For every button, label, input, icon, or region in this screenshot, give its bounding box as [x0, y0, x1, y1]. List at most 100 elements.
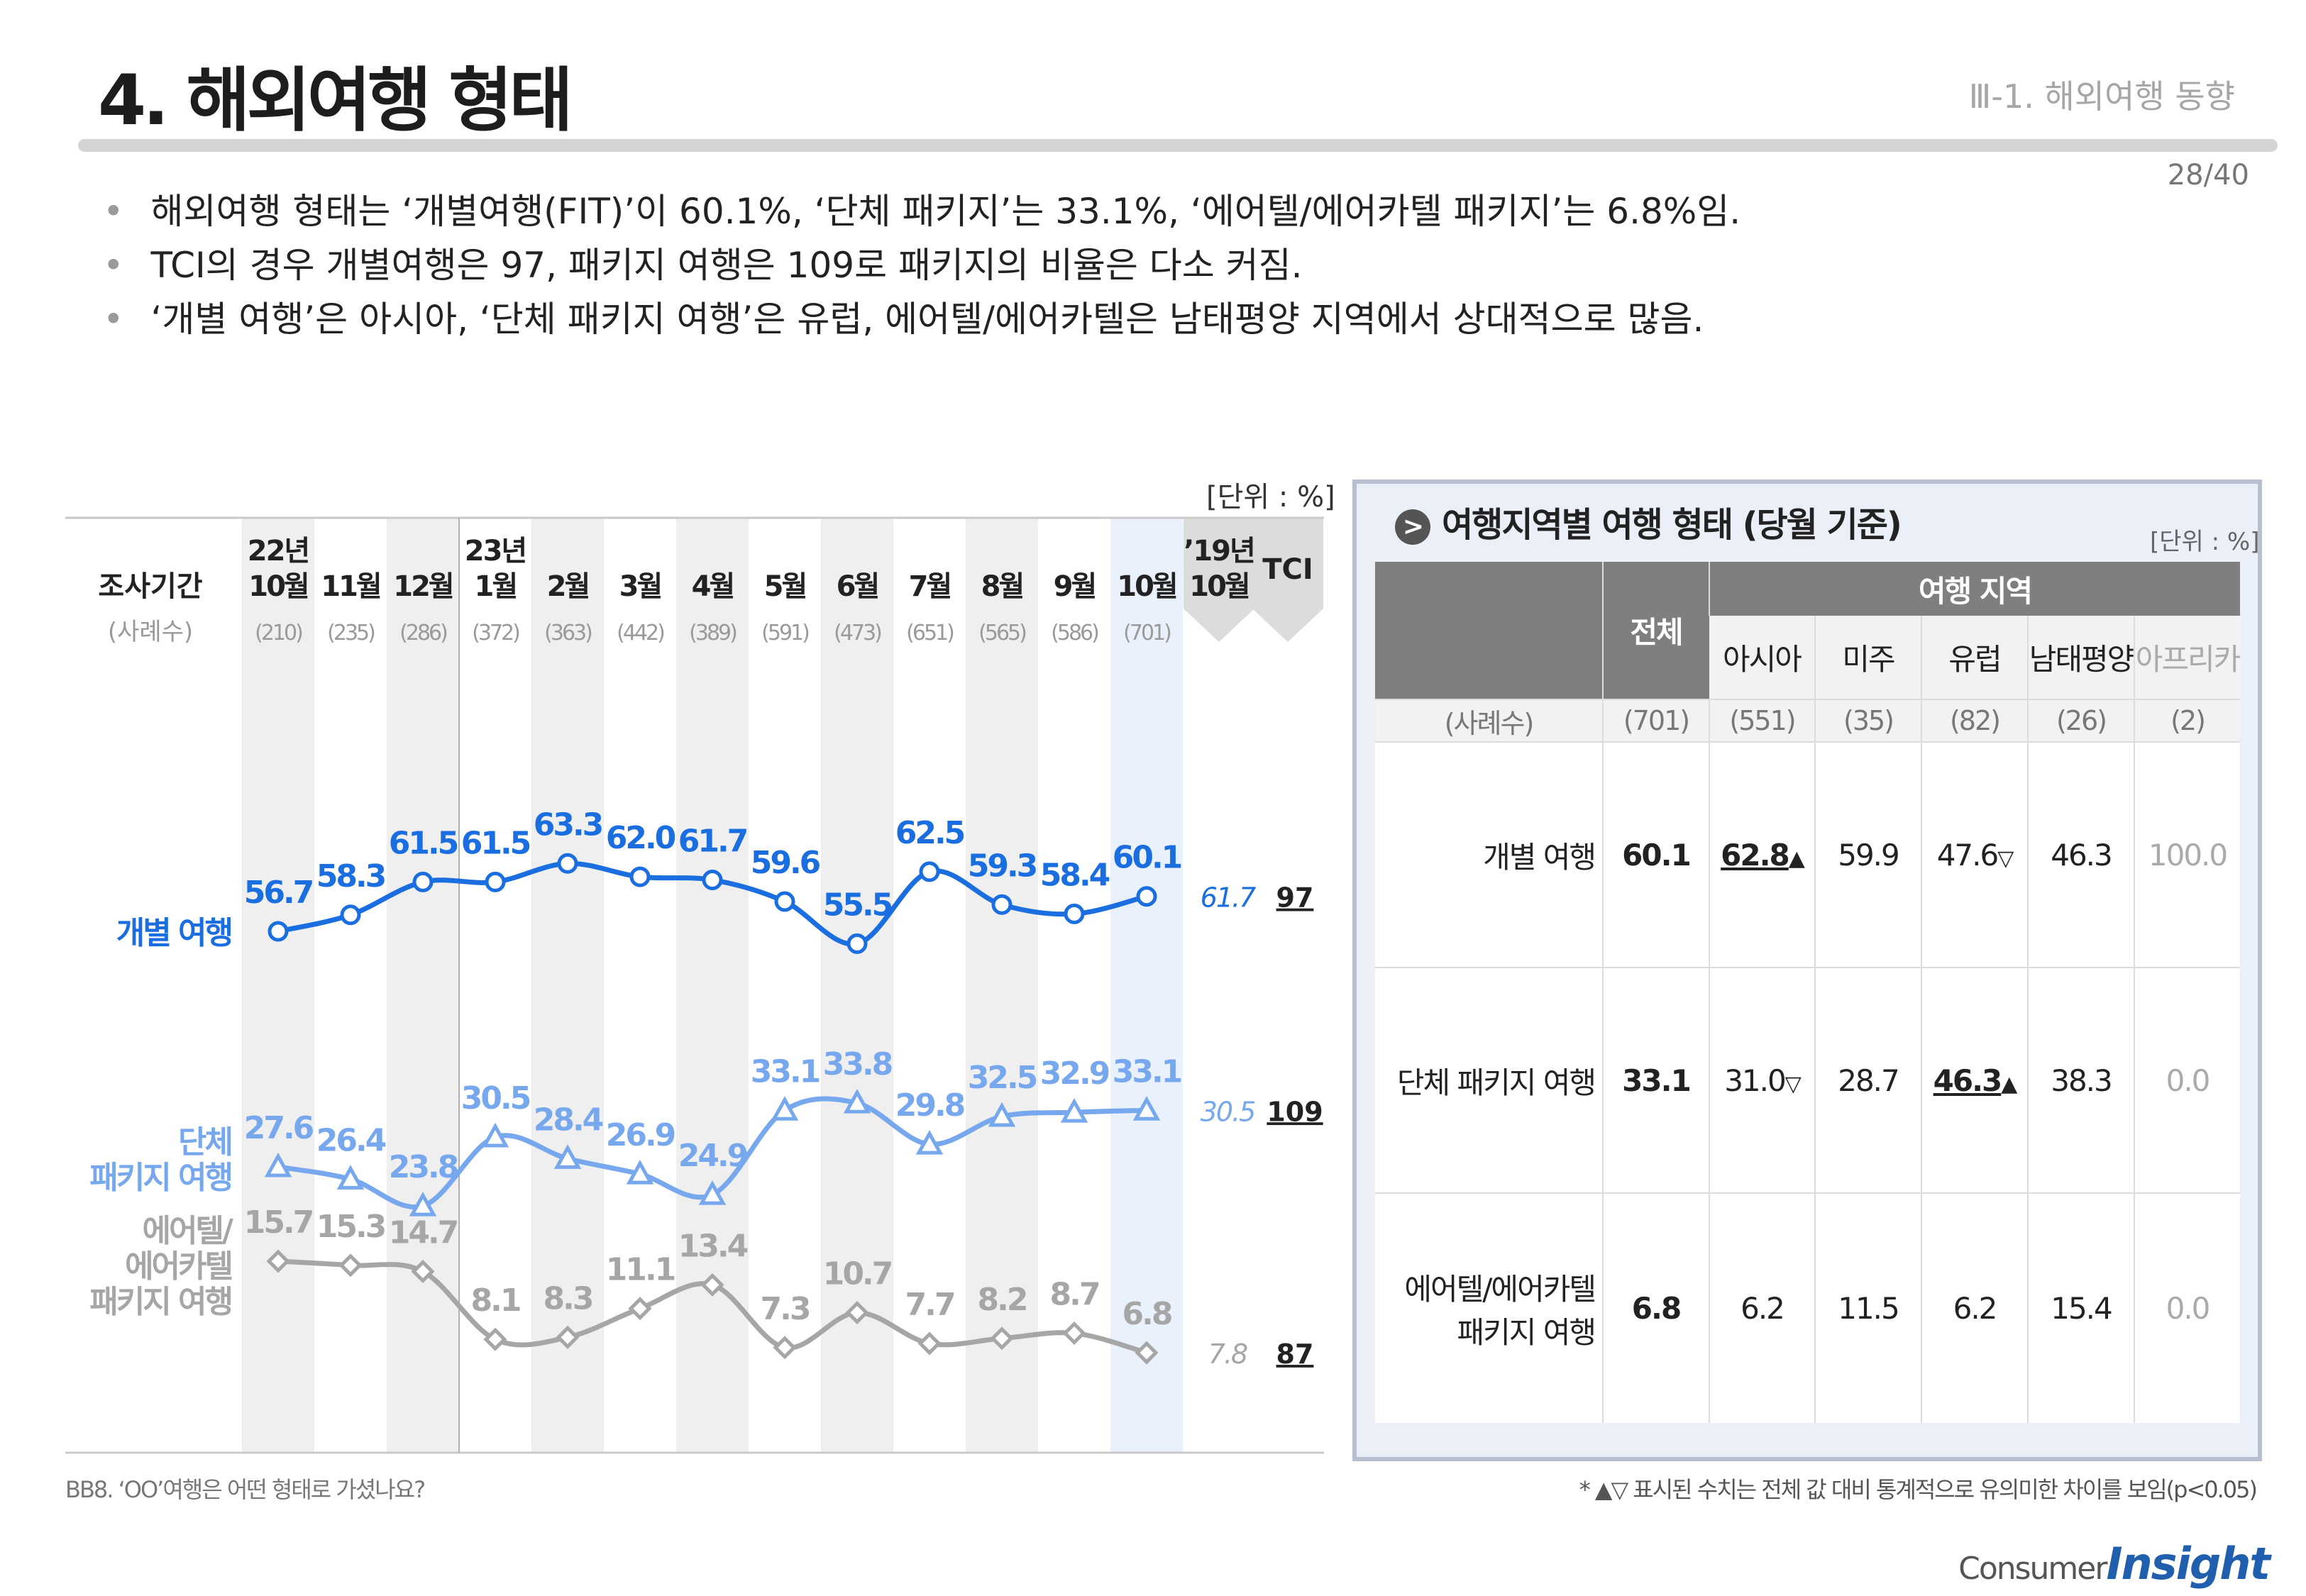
data-label: 7.7	[905, 1287, 954, 1323]
sample-count: (701)	[1123, 621, 1171, 645]
row-label-line: 단체 패키지 여행	[1396, 1065, 1596, 1100]
data-label: 23.8	[389, 1149, 458, 1185]
column-band	[966, 518, 1038, 1453]
data-label: 27.6	[244, 1110, 314, 1146]
bullet-2: • TCI의 경우 개별여행은 97, 패키지 여행은 109로 패키지의 비율은…	[103, 237, 1303, 288]
data-label: 7.3	[761, 1291, 810, 1327]
data-label: 59.6	[751, 845, 820, 881]
region-name: 아프리카	[2134, 616, 2241, 699]
data-point	[702, 870, 723, 890]
data-point	[485, 871, 506, 892]
month-label: 10월	[248, 570, 308, 603]
row-label: 에어텔/에어카텔 패키지 여행	[1375, 1192, 1603, 1423]
month-label: 7월	[909, 570, 951, 603]
region-value: 0.0	[2134, 1192, 2240, 1423]
section-label: Ⅲ-1. 해외여행 동향	[1968, 77, 2235, 116]
tci-header-tab	[1252, 518, 1323, 642]
data-label: 61.7	[678, 824, 747, 860]
compare-value: 30.5	[1201, 1096, 1255, 1127]
data-label: 32.5	[968, 1060, 1037, 1096]
row-label: 개별 여행	[1375, 741, 1603, 968]
total-value: 33.1	[1602, 967, 1709, 1193]
region-value: 47.6▽	[1921, 741, 2028, 968]
bullet-text: ‘개별 여행’은 아시아, ‘단체 패키지 여행’은 유럽, 에어텔/에어카텔은…	[150, 299, 1704, 340]
triangle-up-icon: ▲	[1788, 846, 1805, 871]
triangle-down-icon: ▽	[1997, 846, 2014, 871]
bullet-3: • ‘개별 여행’은 아시아, ‘단체 패키지 여행’은 유럽, 에어텔/에어카텔…	[103, 291, 1704, 342]
data-label: 59.3	[968, 848, 1037, 884]
data-point	[1135, 1341, 1159, 1365]
data-point	[409, 1191, 437, 1217]
data-label: 8.2	[978, 1282, 1027, 1318]
series-name: 에어텔/	[142, 1213, 233, 1249]
sample-count: (2)	[2134, 699, 2240, 742]
data-point	[556, 1325, 580, 1349]
sample-count: (372)	[472, 621, 519, 645]
data-point	[1132, 1096, 1161, 1121]
region-value: 6.2	[1709, 1192, 1815, 1423]
series-name: 단체	[178, 1124, 231, 1160]
sample-count: (565)	[978, 621, 1026, 645]
data-label: 8.3	[544, 1280, 592, 1317]
data-point	[264, 1152, 292, 1177]
month-label: 1월	[475, 570, 517, 603]
month-label: 10월	[1117, 570, 1176, 603]
data-label: 33.1	[1113, 1053, 1181, 1090]
data-point	[919, 861, 940, 882]
significance-note: * ▲▽ 표시된 수치는 전체 값 대비 통계적으로 유의미한 차이를 보임(p…	[1579, 1476, 2258, 1503]
compare-header-tab	[1184, 518, 1254, 642]
month-label: 3월	[619, 570, 661, 603]
data-point	[845, 1300, 869, 1325]
region-value: 62.8▲	[1709, 741, 1815, 968]
value-text: 0.0	[2166, 1291, 2211, 1326]
sample-count: (442)	[617, 621, 664, 645]
data-point	[1136, 886, 1157, 907]
data-label: 8.7	[1050, 1277, 1099, 1313]
year-label: 22년	[248, 535, 309, 567]
column-band	[531, 518, 604, 1453]
month-label: 6월	[837, 570, 878, 603]
data-label: 6.8	[1122, 1296, 1171, 1332]
region-name: 미주	[1814, 616, 1921, 699]
value-text: 15.4	[2051, 1291, 2113, 1326]
month-label: 12월	[393, 570, 453, 603]
title-divider	[78, 139, 2278, 152]
region-value: 0.0	[2134, 967, 2240, 1193]
data-point	[338, 1253, 363, 1278]
data-point	[991, 894, 1013, 915]
data-point	[336, 1165, 365, 1190]
data-point	[266, 1249, 290, 1273]
month-label: 11월	[321, 570, 380, 603]
sample-header: (사례수)	[108, 618, 193, 646]
sample-count: (286)	[399, 621, 447, 645]
value-text: 6.2	[1953, 1291, 1998, 1326]
data-label: 60.1	[1113, 840, 1181, 876]
row-label-line: 개별 여행	[1483, 839, 1596, 875]
data-label: 13.4	[678, 1228, 748, 1264]
compare-year-label: ’19년	[1184, 535, 1254, 567]
data-label: 15.3	[316, 1209, 385, 1245]
sample-count: (26)	[2027, 699, 2134, 742]
bullet-text: 해외여행 형태는 ‘개별여행(FIT)’이 60.1%, ‘단체 패키지’는 3…	[150, 191, 1741, 232]
series-name: 패키지 여행	[89, 1284, 231, 1320]
tci-value: 87	[1276, 1339, 1314, 1370]
logo-prefix: Consumer	[1958, 1551, 2107, 1587]
triangle-up-icon: ▲	[2001, 1071, 2017, 1097]
sample-count: (586)	[1051, 621, 1098, 645]
data-point	[988, 1102, 1016, 1127]
compare-value: 61.7	[1201, 882, 1256, 914]
tci-value: 109	[1267, 1096, 1323, 1127]
data-label: 55.5	[823, 887, 892, 923]
data-label: 8.1	[471, 1282, 520, 1319]
region-value: 46.3	[2027, 741, 2134, 968]
region-value: 6.2	[1921, 1192, 2028, 1423]
region-unit: [단위 : %]	[2150, 528, 2260, 556]
data-label: 24.9	[678, 1138, 747, 1174]
data-label: 15.7	[244, 1204, 313, 1241]
data-label: 14.7	[389, 1215, 458, 1251]
data-label: 30.5	[461, 1080, 530, 1116]
bullet-dot: •	[103, 191, 124, 232]
question-note: BB8. ‘OO’여행은 어떤 형태로 가셨나요?	[65, 1476, 426, 1503]
region-value: 28.7	[1814, 967, 1921, 1193]
value-text: 38.3	[2051, 1063, 2113, 1098]
